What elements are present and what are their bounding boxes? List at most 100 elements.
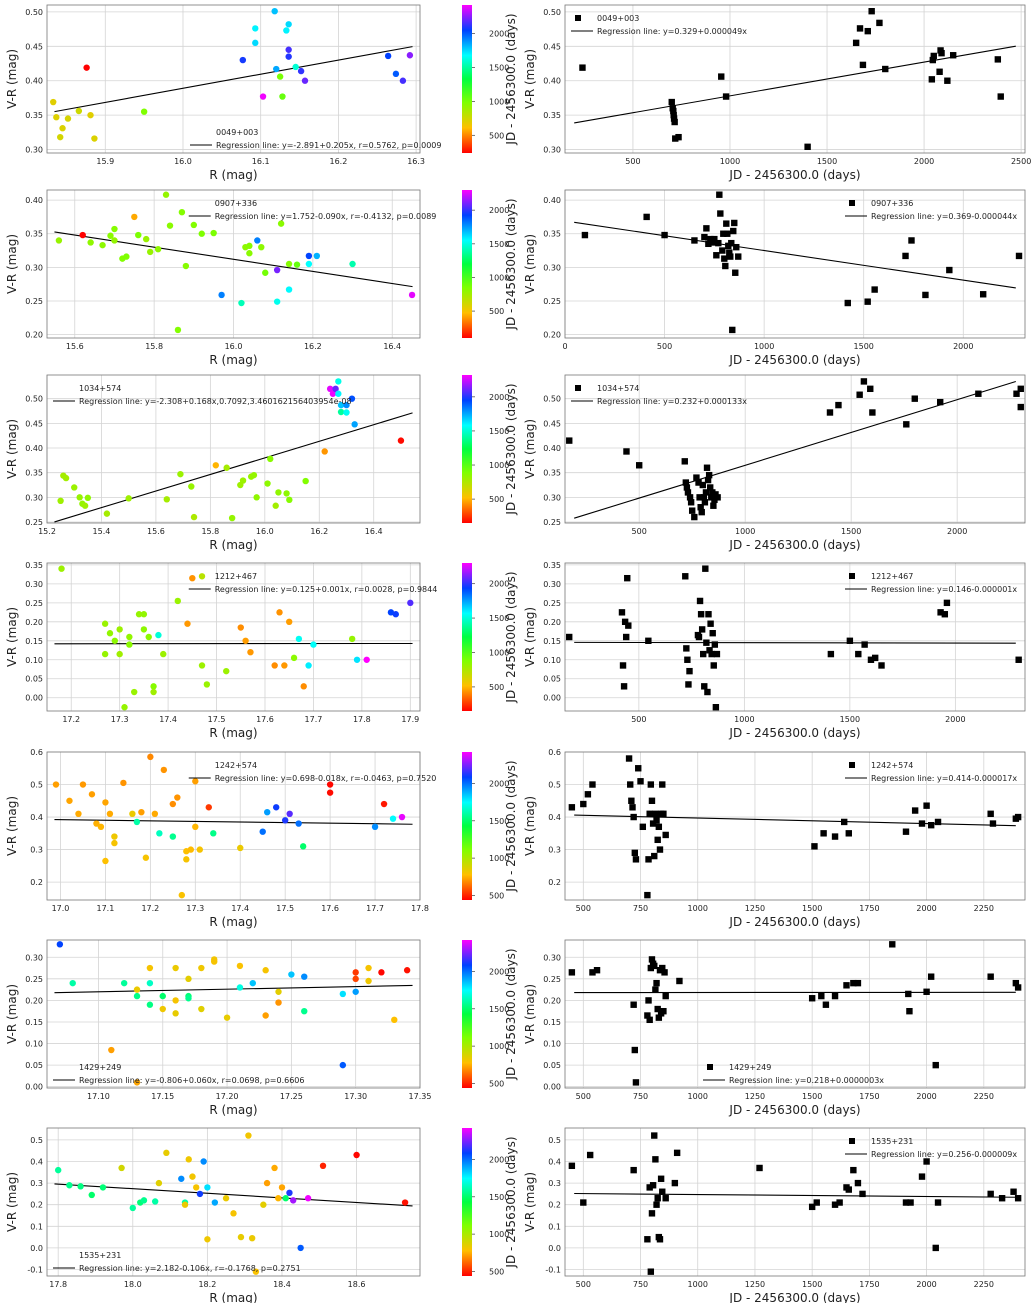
data-point	[198, 662, 206, 669]
data-point	[252, 39, 259, 47]
data-point	[190, 221, 198, 229]
data-point	[1015, 252, 1023, 260]
data-point	[869, 409, 876, 416]
colorbar-tick-label: 1000	[489, 1042, 509, 1051]
data-point	[668, 98, 675, 106]
data-point	[118, 1164, 125, 1172]
y-tick-label: -0.1	[545, 1266, 561, 1275]
y-axis-label: V-R (mag)	[5, 419, 19, 479]
data-point	[279, 93, 286, 100]
data-point	[111, 237, 118, 244]
data-point	[859, 1190, 866, 1198]
data-point	[301, 973, 308, 980]
data-point	[83, 64, 90, 71]
data-point	[174, 794, 181, 801]
legend-object-name: 1212+467	[215, 572, 257, 581]
colorbar-tick-label: 1500	[489, 63, 509, 72]
data-point	[700, 494, 708, 501]
colorbar-tick-label: 2000	[489, 1155, 509, 1164]
data-point	[654, 1005, 661, 1013]
legend-line-label: Regression line: y=0.369-0.000044x	[871, 212, 1017, 221]
data-point	[292, 63, 299, 71]
data-point	[651, 962, 658, 970]
x-tick-label: 2000	[914, 157, 934, 166]
data-point	[387, 609, 395, 616]
colorbar-tick-label: 1500	[489, 427, 509, 436]
data-point	[222, 1195, 230, 1202]
y-tick-label: 0.10	[543, 1040, 561, 1049]
data-point	[860, 378, 868, 385]
y-tick-label: 0.50	[25, 8, 43, 17]
data-point	[285, 286, 293, 293]
data-point	[698, 508, 705, 516]
x-tick-label: 2250	[974, 1092, 994, 1101]
x-tick-label: 1000	[754, 342, 774, 351]
data-point	[703, 639, 710, 646]
data-point	[867, 656, 875, 663]
legend-line-label: Regression line: y=0.414-0.000017x	[871, 774, 1017, 783]
colorbar-tick-label: 1500	[489, 614, 509, 623]
data-point	[850, 1166, 857, 1174]
data-point	[632, 856, 640, 863]
data-point	[589, 781, 596, 788]
data-point	[398, 813, 406, 821]
x-tick-label: 16.4	[365, 527, 383, 536]
colorbar-tick-label: 1000	[489, 97, 509, 106]
data-point	[140, 611, 148, 618]
y-tick-label: 0.05	[25, 675, 43, 684]
y-tick-label: 0.05	[25, 1061, 43, 1070]
y-tick-label: 0.0	[548, 1244, 561, 1253]
axes-frame	[564, 1127, 1026, 1277]
data-point	[178, 209, 186, 216]
data-point	[58, 565, 65, 572]
data-point	[319, 1162, 327, 1170]
data-point	[714, 494, 721, 501]
data-point	[684, 656, 691, 663]
y-tick-label: 0.30	[25, 146, 43, 155]
data-point	[903, 421, 910, 428]
data-point	[568, 1162, 576, 1170]
data-point	[66, 797, 73, 804]
data-point	[210, 830, 217, 837]
data-point	[1017, 403, 1024, 411]
x-tick-label: 16.3	[407, 157, 425, 166]
data-point	[77, 1183, 84, 1190]
x-tick-label: 1250	[745, 904, 765, 913]
data-point	[286, 1189, 293, 1197]
colorbar-gradient	[462, 563, 472, 711]
data-point	[335, 378, 342, 385]
data-point	[568, 804, 576, 811]
y-tick-label: 0.6	[548, 748, 561, 757]
data-point	[242, 637, 249, 644]
regression-line	[574, 221, 1016, 289]
data-point	[878, 662, 885, 669]
data-point	[129, 810, 136, 818]
data-point	[657, 1175, 665, 1182]
data-point	[649, 1182, 657, 1189]
y-tick-label: 0.5	[548, 1136, 561, 1145]
y-tick-label: 0.35	[25, 469, 43, 478]
data-point	[239, 56, 247, 64]
data-point	[836, 1199, 843, 1206]
colorbar-tick-label: 1000	[489, 1230, 509, 1239]
y-tick-label: 0.45	[543, 419, 561, 428]
data-point	[724, 230, 731, 237]
data-point	[882, 65, 889, 73]
data-point	[699, 481, 706, 489]
data-point	[864, 27, 871, 35]
data-point	[660, 1007, 667, 1015]
colorbar-tick-label: 1000	[489, 461, 509, 470]
data-point	[120, 779, 127, 787]
y-tick-label: 0.1	[548, 1222, 561, 1231]
data-point	[293, 261, 301, 268]
data-point	[705, 611, 712, 618]
legend: 1034+574 Regression line: y=-2.308+0.168x…	[53, 384, 352, 406]
data-point	[621, 618, 629, 626]
data-point	[856, 391, 863, 398]
data-point	[267, 455, 274, 463]
data-point	[177, 470, 184, 478]
data-point	[580, 1199, 587, 1206]
legend-marker	[849, 200, 855, 206]
